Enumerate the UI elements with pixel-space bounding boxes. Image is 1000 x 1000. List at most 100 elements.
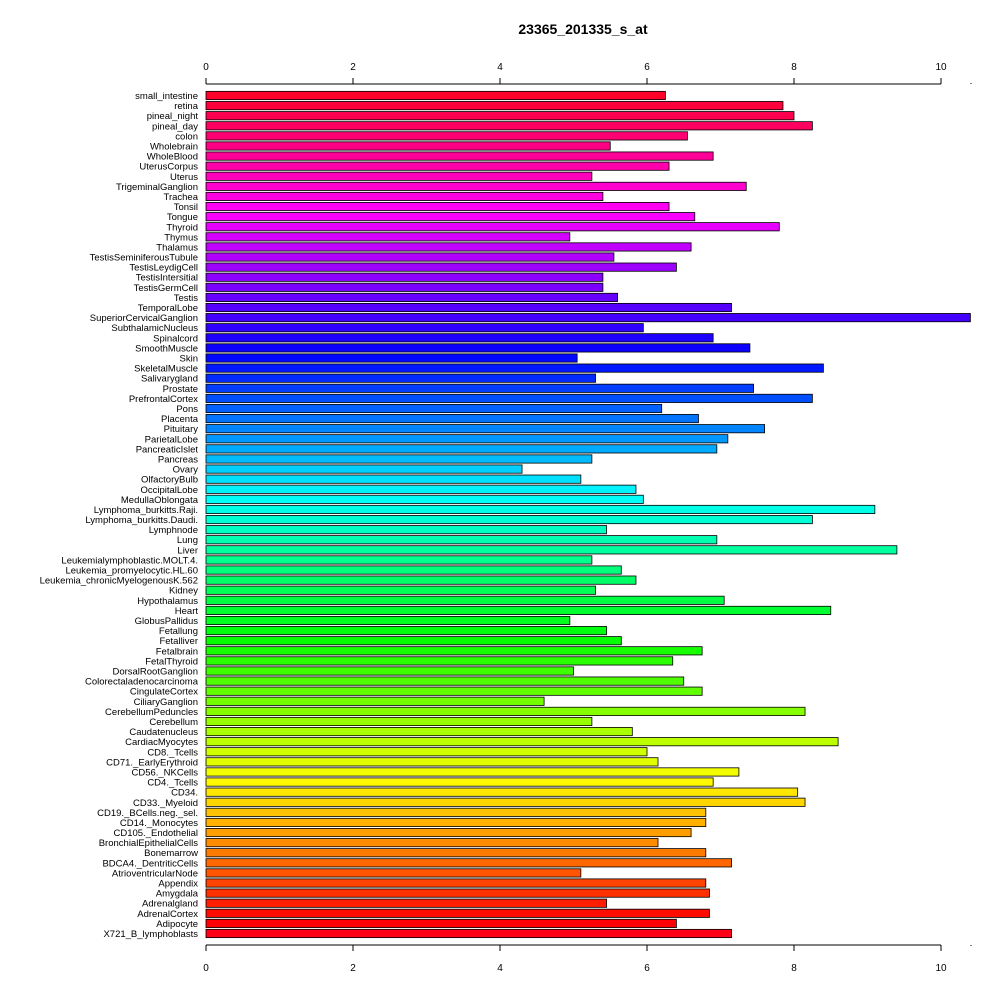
bar [205, 212, 696, 222]
bar [205, 333, 714, 343]
category-label: X721_B_lymphoblasts [103, 929, 198, 940]
category-label: BronchialEpithelialCells [99, 838, 199, 849]
bottom-axis: 0 2 4 6 8 10 [203, 944, 972, 974]
bar [205, 343, 751, 353]
category-label: Cerebellum [149, 717, 198, 728]
category-label: TestisGermCell [134, 283, 198, 294]
bar [205, 787, 799, 797]
category-label: Hypothalamus [137, 596, 198, 607]
category-label: TestisLeydigCell [129, 263, 198, 274]
bar [205, 918, 677, 928]
bar [205, 767, 740, 777]
category-label: AtrioventricularNode [112, 868, 198, 879]
category-label: CingulateCortex [130, 687, 198, 698]
category-label: CD34. [171, 788, 198, 799]
bar [205, 474, 582, 484]
bar [205, 454, 593, 464]
category-label: Trachea [164, 192, 199, 203]
bar [205, 504, 876, 514]
category-label: Leukemia_chronicMyelogenousK.562 [40, 576, 198, 587]
bar [205, 262, 677, 272]
category-label: Caudatenucleus [129, 727, 198, 738]
bar [205, 595, 725, 605]
bar [205, 101, 784, 111]
category-label: DorsalRootGanglion [112, 666, 198, 677]
bar [205, 313, 971, 323]
category-label: Leukemia_promyelocytic.HL.60 [65, 566, 198, 577]
bar [205, 403, 663, 414]
tick-label-top: 2 [350, 62, 356, 73]
bar [205, 494, 644, 504]
category-label: small_intestine [135, 91, 198, 102]
category-label: SuperiorCervicalGanglion [90, 313, 198, 324]
category-label: Uterus [170, 172, 198, 183]
bar [205, 121, 813, 131]
bar [205, 716, 593, 727]
category-label: Fetallung [159, 626, 198, 637]
bar [205, 807, 707, 817]
category-label: Thyroid [166, 222, 198, 233]
bar [205, 868, 582, 878]
category-label: CiliaryGanglion [134, 697, 198, 708]
tick-label-bottom: 0 [203, 963, 209, 974]
bar [205, 171, 593, 181]
category-label: Lymphoma_burkitts.Raji. [94, 505, 198, 516]
bar [205, 555, 593, 565]
tick-label-bottom: 8 [791, 963, 797, 974]
bar [205, 181, 747, 191]
category-label: SubthalamicNucleus [111, 323, 198, 334]
category-label: Fetalliver [159, 636, 198, 647]
category-label: Leukemialymphoblastic.MOLT.4. [61, 555, 198, 566]
bar [205, 252, 615, 262]
bar [205, 858, 732, 868]
bar [205, 646, 703, 656]
category-label: pineal_night [147, 111, 199, 122]
bar [205, 525, 607, 535]
bar [205, 383, 754, 393]
category-label: Spinalcord [153, 333, 198, 344]
bar [205, 232, 571, 242]
bar [205, 878, 707, 888]
tick-label-bottom: 10 [935, 963, 947, 974]
category-label: Skin [180, 354, 198, 365]
tick-label-bottom: 2 [350, 963, 356, 974]
category-label: FetalThyroid [145, 656, 198, 667]
category-label: Lymphoma_burkitts.Daudi. [85, 515, 198, 526]
bar [205, 777, 714, 787]
bars-group [205, 90, 971, 939]
bar [205, 888, 710, 898]
category-label: TemporalLobe [138, 303, 198, 314]
category-label: Adrenalgland [142, 899, 198, 910]
category-label: retina [174, 101, 198, 112]
category-label: CD33._Myeloid [133, 798, 198, 809]
bar [205, 706, 806, 716]
category-label: pineal_day [152, 121, 198, 132]
category-label: CD56._NKCells [131, 767, 198, 778]
category-label: CardiacMyocytes [125, 737, 198, 748]
category-label: Lymphnode [149, 525, 198, 536]
bar [205, 161, 670, 171]
bar [205, 353, 578, 363]
bar [205, 111, 795, 121]
category-label: GlobusPallidus [135, 616, 199, 627]
category-label: Kidney [169, 586, 198, 597]
bar [205, 282, 604, 292]
category-label: BDCA4._DentriticCells [102, 858, 198, 869]
bar [205, 696, 545, 706]
category-label: Prostate [163, 384, 198, 395]
category-label: Ovary [173, 465, 199, 476]
bar [205, 828, 692, 838]
category-label: Pancreas [158, 454, 198, 465]
category-label: WholeBlood [147, 152, 198, 163]
category-label: CD4._Tcells [147, 778, 198, 789]
category-label: Salivarygland [141, 374, 198, 385]
category-labels: small_intestineretinapineal_nightpineal_… [40, 91, 199, 940]
bar [205, 272, 604, 282]
bar [205, 141, 611, 151]
tick-label-top: 8 [791, 62, 797, 73]
tick-label-top: 0 [203, 62, 209, 73]
category-label: SmoothMuscle [135, 343, 198, 354]
bar [205, 202, 670, 212]
bar [205, 565, 622, 575]
bar [205, 434, 729, 444]
